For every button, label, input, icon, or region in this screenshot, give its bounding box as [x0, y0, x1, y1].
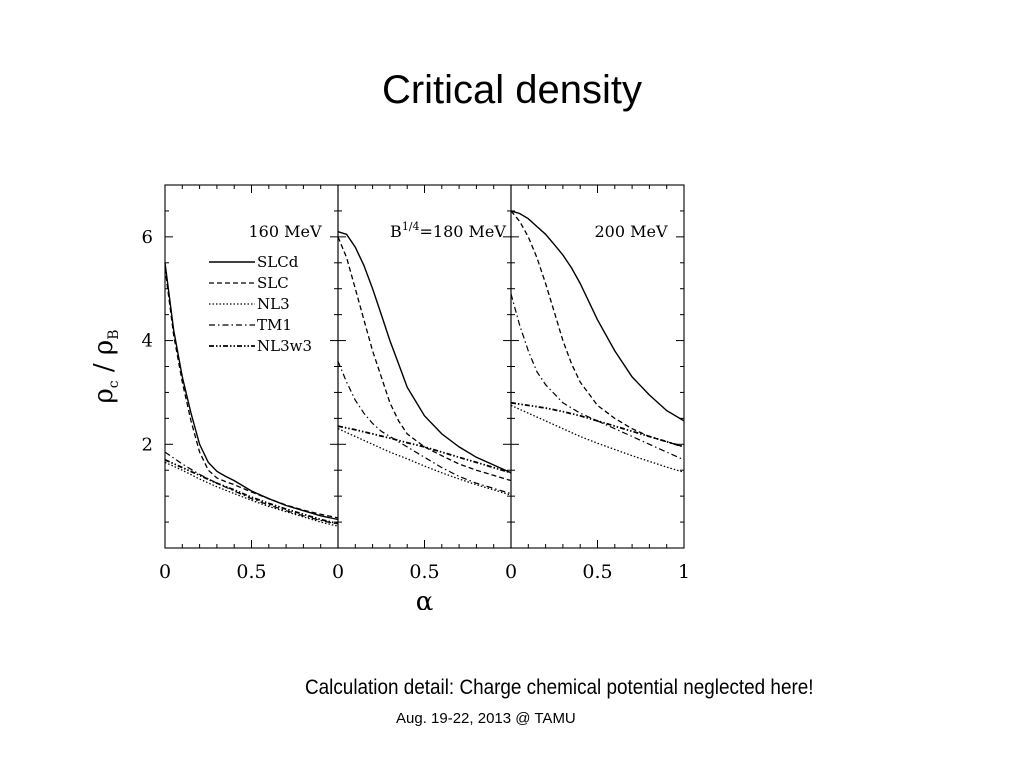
series-nl3: [510, 404, 685, 473]
x-axis-label: α: [416, 587, 434, 610]
y-tick-label: 4: [142, 331, 153, 352]
calculation-caption: Calculation detail: Charge chemical pote…: [305, 676, 814, 699]
footer-date: Aug. 19-22, 2013 @ TAMU: [396, 710, 576, 727]
series-nl3: [164, 461, 339, 527]
chart-legend: SLCd SLC NL3 TM1 NL3w3: [209, 253, 312, 355]
chart-panel-1: 0 0.5 160 MeV: [159, 184, 339, 583]
series-slcd: [164, 262, 339, 521]
x-tick-label: 0.5: [582, 561, 612, 583]
series-slc: [510, 210, 685, 448]
x-tick-label: 0: [505, 561, 517, 583]
series-nl3w3: [510, 401, 685, 448]
chart-panel-3: 0 0.5 1 200 MeV: [505, 184, 690, 583]
legend-label-nl3w3: NL3w3: [257, 337, 312, 355]
series-nl3w3: [164, 458, 339, 525]
x-tick-label: 0: [159, 561, 171, 583]
y-axis-label: ρc / ρB: [89, 329, 122, 403]
y-tick-label: 6: [142, 227, 153, 248]
legend-label-nl3: NL3: [257, 295, 290, 313]
series-slc: [337, 236, 512, 482]
series-tm1: [510, 293, 685, 461]
series-tm1: [164, 451, 339, 525]
series-nl3: [337, 428, 512, 496]
series-slcd: [337, 231, 512, 474]
series-nl3w3: [337, 425, 512, 474]
series-slc: [164, 267, 339, 519]
legend-label-slcd: SLCd: [257, 253, 299, 271]
legend-label-tm1: TM1: [257, 316, 292, 334]
y-axis: 2 4 6 ρc / ρB α: [89, 227, 433, 610]
legend-label-slc: SLC: [257, 274, 289, 292]
x-tick-label: 1: [678, 561, 690, 583]
series-slcd: [510, 210, 685, 422]
panel-label: B1/4=180 MeV: [390, 220, 506, 241]
x-tick-label: 0.5: [409, 561, 439, 583]
x-tick-label: 0.5: [236, 561, 266, 583]
chart-panel-2: 0 0.5 B1/4=180 MeV: [332, 184, 512, 583]
chart-panels: 0 0.5 160 MeV 0 0.5 B1/4=180 MeV 0 0.5 1 200 MeV: [159, 184, 690, 583]
series-tm1: [337, 361, 512, 495]
panel-label: 160 MeV: [248, 222, 321, 241]
slide-title: Critical density: [381, 68, 643, 112]
y-tick-label: 2: [142, 434, 153, 455]
panel-label: 200 MeV: [594, 222, 667, 241]
x-tick-label: 0: [332, 561, 344, 583]
